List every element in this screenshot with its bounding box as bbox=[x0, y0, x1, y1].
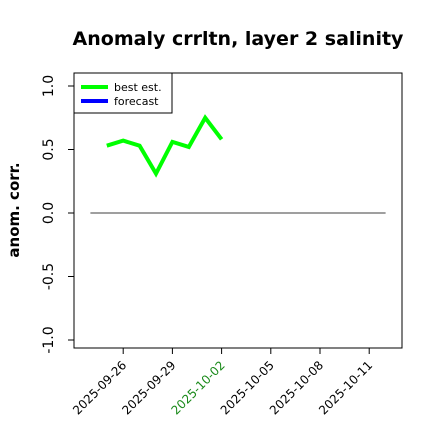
legend-label-forecast: forecast bbox=[114, 95, 159, 108]
series-layer bbox=[106, 114, 224, 178]
y-tick-label: -0.5 bbox=[41, 263, 57, 290]
chart-title: Anomaly crrltn, layer 2 salinity bbox=[73, 28, 404, 50]
y-tick-label: 0.0 bbox=[41, 202, 57, 224]
y-tick-label: 0.5 bbox=[41, 138, 57, 160]
x-axis: 2025-09-262025-09-292025-10-022025-10-05… bbox=[70, 348, 375, 417]
legend: best est. forecast bbox=[73, 72, 173, 114]
y-axis: -1.0 -0.5 0.0 0.5 1.0 bbox=[41, 75, 74, 354]
plot-area bbox=[73, 72, 403, 349]
y-axis-label: anom. corr. bbox=[5, 162, 23, 257]
y-tick-label: -1.0 bbox=[41, 326, 57, 353]
legend-label-best-est: best est. bbox=[114, 81, 162, 94]
legend-box bbox=[73, 72, 173, 114]
series-line-0 bbox=[106, 114, 224, 178]
y-tick-label: 1.0 bbox=[41, 75, 57, 97]
